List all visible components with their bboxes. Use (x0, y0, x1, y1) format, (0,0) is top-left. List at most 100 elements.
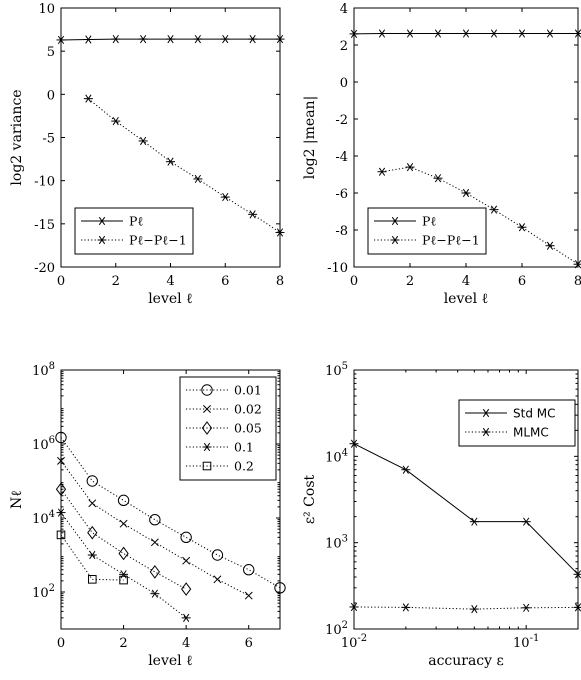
asterisk-stroke (167, 34, 174, 44)
data-point (87, 525, 98, 540)
legend-swatch-marker (202, 442, 212, 452)
asterisk-stroke (546, 29, 554, 38)
y-tick-label: -10 (34, 175, 55, 190)
asterisk-stroke (151, 589, 158, 598)
legend-swatch-marker (390, 235, 400, 245)
x-tick-label: 2 (406, 274, 414, 289)
data-point (87, 550, 97, 560)
legend-swatch-marker (481, 408, 491, 418)
data-point (377, 29, 387, 38)
data-point (56, 35, 66, 45)
asterisk-stroke (249, 210, 256, 219)
legend-box (458, 399, 576, 447)
asterisk-stroke (471, 604, 478, 614)
asterisk-stroke (546, 241, 554, 250)
y-tick-label: 2 (340, 39, 348, 54)
legend-swatch-marker (97, 235, 107, 245)
series-group (349, 29, 581, 269)
y-tick-label: 10 (38, 2, 55, 17)
legend-entry-label: 0.05 (234, 421, 262, 436)
data-point (88, 499, 97, 508)
legend-entry-label: Pℓ−Pℓ−1 (422, 233, 480, 248)
legend-swatch-marker (201, 384, 213, 396)
y-axis-label: log2 |mean| (302, 96, 318, 180)
x-tick-label: 6 (518, 274, 526, 289)
x-axis: 10-2 10-1 (341, 370, 539, 651)
asterisk-stroke (434, 29, 442, 38)
y-axis: 102 103 104 105 (325, 361, 578, 638)
x-tick-label: 0 (57, 274, 65, 289)
legend-box (367, 207, 487, 255)
asterisk-stroke (183, 613, 190, 622)
asterisk-stroke (523, 603, 530, 612)
x-stroke (150, 538, 159, 547)
data-point (181, 613, 191, 622)
data-point (274, 582, 286, 594)
x-tick-label: 8 (574, 274, 581, 289)
asterisk-stroke (112, 116, 119, 126)
x-stroke (244, 591, 253, 600)
data-point (166, 157, 175, 166)
y-tick-label: -10 (327, 261, 348, 276)
data-point (111, 34, 121, 44)
series-line-5 (60, 534, 124, 581)
data-point (213, 575, 222, 584)
asterisk-stroke (57, 35, 65, 45)
data-point (119, 570, 129, 579)
data-point (349, 29, 359, 39)
asterisk-stroke (462, 188, 470, 198)
data-point (149, 565, 160, 579)
asterisk-stroke (518, 29, 526, 38)
y-tick-label: -4 (335, 150, 348, 165)
data-point (211, 549, 224, 561)
y-tick-label: -6 (335, 187, 348, 202)
asterisk-stroke (402, 603, 409, 612)
data-point (117, 494, 130, 507)
asterisk-stroke (194, 174, 201, 184)
asterisk-stroke (120, 570, 127, 579)
series-group (56, 34, 285, 237)
data-point (573, 260, 581, 269)
x-tick-label: 6 (221, 274, 229, 289)
asterisk-stroke (523, 517, 530, 526)
legend-swatch-marker (201, 421, 213, 435)
x-tick-label: 10-2 (341, 633, 367, 651)
legend: Pℓ Pℓ−Pℓ−1 (74, 207, 194, 255)
y-axis: -20 -15 -10 -5 0 5 10 (34, 2, 280, 276)
data-point (349, 602, 359, 612)
data-point (193, 174, 203, 184)
series-line-1 (353, 443, 579, 575)
y-axis-label: Nℓ (9, 490, 25, 509)
asterisk-stroke (391, 216, 399, 226)
data-point (180, 531, 192, 544)
data-point (469, 604, 479, 614)
legend-box (74, 207, 194, 255)
x-tick-label: 8 (276, 274, 284, 289)
asterisk-stroke (85, 94, 92, 103)
asterisk-stroke (406, 162, 414, 172)
data-point (517, 29, 527, 38)
asterisk-stroke (167, 157, 174, 166)
asterisk-stroke (574, 570, 581, 579)
data-point (248, 210, 258, 219)
y-axis-label: ε² Cost (302, 475, 318, 525)
asterisk-stroke (574, 260, 581, 269)
x-axis: 0 2 4 6 (57, 370, 253, 651)
x-tick-label: 2 (112, 274, 120, 289)
y-tick-label: 106 (32, 435, 55, 453)
asterisk-stroke (276, 34, 284, 44)
y-tick-label: -20 (34, 261, 55, 276)
legend-entry-label: 0.02 (234, 402, 262, 417)
asterisk-stroke (490, 205, 498, 214)
series-line-2 (353, 606, 579, 610)
legend-entry-label: MLMC (513, 426, 549, 440)
asterisk-stroke (140, 136, 147, 146)
x-axis-label: level ℓ (148, 653, 193, 669)
data-point (244, 591, 253, 600)
x-axis-label: level ℓ (444, 291, 489, 307)
y-tick-label: 105 (325, 361, 348, 379)
data-point (87, 575, 97, 584)
asterisk-stroke (89, 550, 96, 560)
asterisk-stroke (574, 603, 581, 612)
